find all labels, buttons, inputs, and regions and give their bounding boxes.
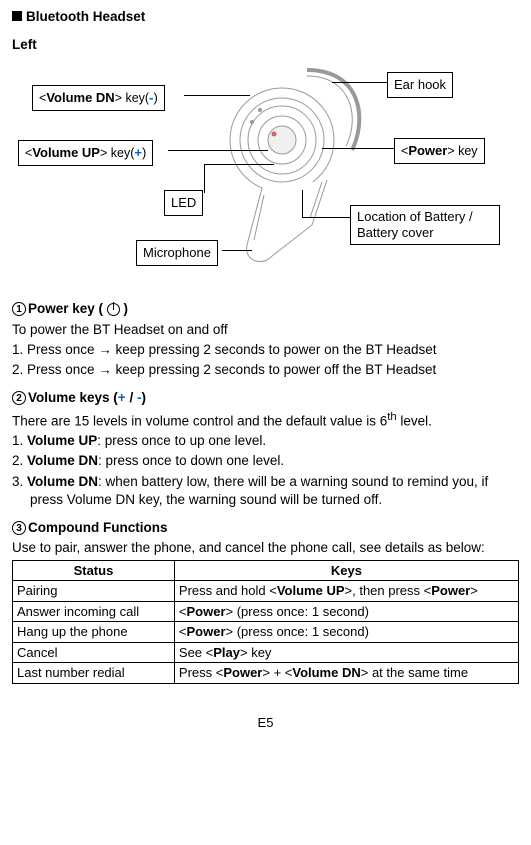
callout-led: LED [164, 190, 203, 216]
table-row: Cancel See <Play> key [13, 642, 519, 663]
section-1-desc: To power the BT Headset on and off [12, 321, 519, 339]
leader [184, 95, 250, 96]
cell: Hang up the phone [13, 622, 175, 643]
callout-battery: Location of Battery / Battery cover [350, 205, 500, 244]
leader [302, 190, 303, 218]
cell: Press and hold <Volume UP>, then press <… [174, 581, 518, 602]
bullet-square [12, 11, 22, 21]
power-icon [107, 303, 120, 316]
subtitle: Left [12, 36, 519, 54]
callout-ear-hook: Ear hook [387, 72, 453, 98]
callout-power: <Power> key [394, 138, 485, 164]
table-row: Last number redial Press <Power> + <Volu… [13, 663, 519, 684]
table-row: Hang up the phone <Power> (press once: 1… [13, 622, 519, 643]
cell: Press <Power> + <Volume DN> at the same … [174, 663, 518, 684]
cell: <Power> (press once: 1 second) [174, 622, 518, 643]
cell: Pairing [13, 581, 175, 602]
cell: Last number redial [13, 663, 175, 684]
circled-1: 1 [12, 302, 26, 316]
section-2-desc: There are 15 levels in volume control an… [12, 410, 519, 431]
section-2-l1: 1. Volume UP: press once to up one level… [12, 432, 519, 450]
circled-3: 3 [12, 521, 26, 535]
cell: Answer incoming call [13, 601, 175, 622]
leader [204, 164, 274, 192]
circled-2: 2 [12, 391, 26, 405]
th-status: Status [13, 560, 175, 581]
leader [168, 150, 268, 151]
th-keys: Keys [174, 560, 518, 581]
title-text: Bluetooth Headset [26, 9, 145, 24]
diagram: <Volume DN> key(-) <Volume UP> key(+) LE… [12, 60, 519, 290]
section-2-l2: 2. Volume DN: press once to down one lev… [12, 452, 519, 470]
section-2-l3: 3. Volume DN: when battery low, there wi… [12, 473, 519, 509]
section-1-l1: 1. Press once → keep pressing 2 seconds … [12, 341, 519, 359]
section-3-desc: Use to pair, answer the phone, and cance… [12, 539, 519, 557]
page-title: Bluetooth Headset [12, 8, 519, 26]
leader [222, 250, 252, 251]
callout-microphone: Microphone [136, 240, 218, 266]
cell: <Power> (press once: 1 second) [174, 601, 518, 622]
functions-table: Status Keys Pairing Press and hold <Volu… [12, 560, 519, 684]
section-3-heading: 3Compound Functions [12, 519, 519, 537]
section-2-heading: 2Volume keys (+ / -) [12, 389, 519, 407]
cell: See <Play> key [174, 642, 518, 663]
table-row: Pairing Press and hold <Volume UP>, then… [13, 581, 519, 602]
page-number: E5 [12, 714, 519, 732]
table-header-row: Status Keys [13, 560, 519, 581]
section-1-l2: 2. Press once → keep pressing 2 seconds … [12, 361, 519, 379]
section-1-heading: 1Power key ( ) [12, 300, 519, 318]
leader [332, 82, 387, 83]
leader [302, 190, 350, 218]
callout-volume-dn: <Volume DN> key(-) [32, 85, 165, 111]
callout-volume-up: <Volume UP> key(+) [18, 140, 153, 166]
table-row: Answer incoming call <Power> (press once… [13, 601, 519, 622]
cell: Cancel [13, 642, 175, 663]
leader [204, 192, 205, 193]
leader [322, 148, 394, 149]
